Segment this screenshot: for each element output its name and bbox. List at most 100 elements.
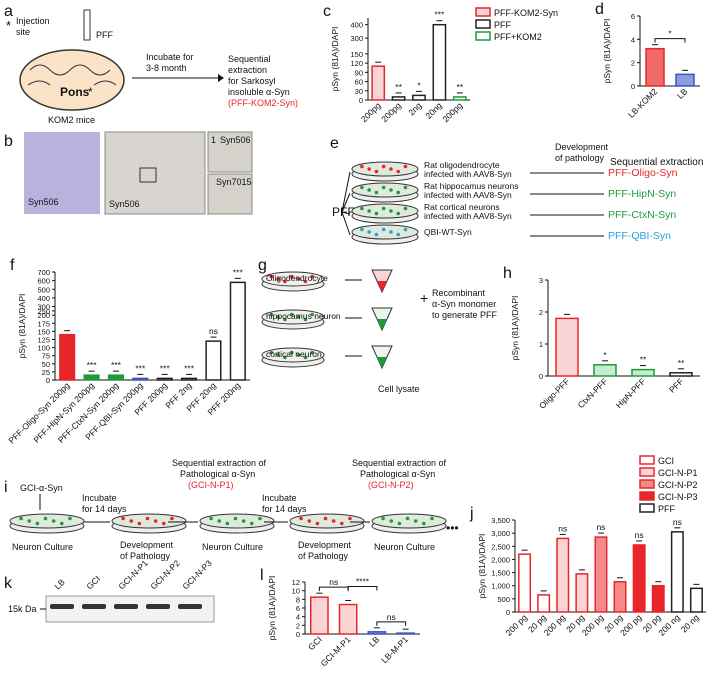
x-tick-label: LB: [675, 86, 690, 101]
legend-label: GCI-N-P1: [658, 468, 698, 478]
label: (GCI-N-P1): [188, 480, 234, 490]
dish: [289, 513, 365, 529]
bar: [156, 377, 173, 381]
cell: [310, 312, 315, 317]
label: Recombinant: [432, 288, 486, 298]
legend-label: PFF: [494, 20, 512, 30]
cell: [374, 190, 379, 195]
cell: [396, 169, 401, 174]
label: Rat oligodendrocyte: [424, 160, 500, 170]
cell: [296, 277, 301, 281]
cell: [396, 190, 401, 195]
y-tick-label: 6: [631, 12, 635, 21]
band: [114, 604, 138, 609]
y-tick-label: 1,500: [491, 569, 510, 578]
bar: [412, 94, 426, 101]
panel-e: PFF Development of pathology Sequential …: [332, 142, 703, 245]
label: infected with AAV8-Syn: [424, 211, 512, 221]
cell: [389, 230, 393, 234]
y-tick-label: 3,500: [491, 516, 510, 525]
cell: [413, 519, 418, 523]
label: to generate PFF: [432, 310, 498, 320]
panel-letter: c: [323, 3, 331, 20]
significance: ns: [635, 530, 644, 540]
label: infected with AAV8-Syn: [424, 169, 512, 179]
y-tick-label: 150: [350, 50, 363, 59]
bar: [669, 372, 693, 377]
dish: [261, 309, 325, 325]
significance: ***: [160, 363, 171, 373]
tube-fill: [377, 357, 387, 368]
lane-label: GCI-N-P1: [116, 558, 150, 592]
cell: [403, 227, 408, 232]
panel-letter: e: [330, 135, 339, 152]
dish: [351, 224, 419, 240]
bar: [205, 340, 222, 381]
y-tick-label: 50: [42, 360, 50, 369]
cell: [170, 516, 174, 521]
y-tick-label: 60: [355, 78, 363, 87]
image: [207, 131, 253, 173]
legend-label: PFF+KOM2: [494, 32, 542, 42]
dish: [9, 513, 85, 529]
cell: [209, 516, 213, 521]
cell: [381, 227, 386, 232]
bar: [83, 374, 100, 381]
arrow: [341, 192, 351, 213]
lane-label: LB: [52, 577, 67, 592]
legend-swatch: [639, 455, 655, 465]
band: [146, 604, 170, 609]
label: Oligodendrocyte: [266, 273, 328, 283]
cell: [389, 188, 393, 192]
cell: [367, 209, 371, 213]
label: Syn506: [220, 135, 251, 145]
label: Pons: [60, 85, 90, 99]
cell: [381, 164, 386, 169]
bar: [593, 364, 617, 377]
cell: [129, 519, 134, 523]
bar: [675, 73, 695, 87]
cell: [269, 274, 274, 279]
significance: ns: [387, 612, 396, 622]
x-tick-label: PFF: [667, 376, 685, 394]
significance: ns: [558, 523, 567, 533]
legend-swatch: [639, 491, 655, 501]
label: Pathological α-Syn: [180, 469, 255, 479]
bar: [518, 553, 532, 613]
legend-label: PFF-KOM2-Syn: [494, 8, 558, 18]
y-tick-label: 200: [37, 311, 50, 320]
tube-fill: [377, 319, 387, 330]
label: Sequential: [228, 54, 271, 64]
bar: [555, 317, 579, 377]
cell: [225, 521, 230, 526]
legend-label: GCI-N-P3: [658, 492, 698, 502]
label: Syn506: [109, 199, 140, 209]
bar: [452, 96, 467, 101]
cell: [422, 521, 426, 526]
lane-label: GCI: [84, 574, 102, 592]
cell: [19, 516, 23, 521]
cell: [403, 164, 408, 169]
bar: [645, 47, 665, 87]
y-tick-label: 1: [539, 340, 543, 349]
dish: [261, 271, 325, 287]
cell: [137, 521, 142, 526]
label: 3-8 month: [146, 63, 187, 73]
bar: [651, 584, 665, 613]
panel-letter: g: [258, 257, 267, 274]
y-tick-label: 120: [350, 59, 363, 68]
dish: [371, 513, 447, 529]
bar: [107, 374, 124, 381]
label: QBI-WT-Syn: [424, 227, 472, 237]
y-tick-label: 4: [296, 613, 300, 622]
bar: [310, 596, 329, 635]
cell: [283, 355, 287, 360]
cell: [250, 521, 254, 526]
bar: [689, 587, 703, 613]
label: Neuron Culture: [374, 542, 435, 552]
cell: [430, 516, 434, 521]
significance: ***: [184, 363, 195, 373]
syringe: [83, 9, 91, 41]
legend-label: GCI-N-P2: [658, 480, 698, 490]
label: Development: [555, 142, 609, 152]
